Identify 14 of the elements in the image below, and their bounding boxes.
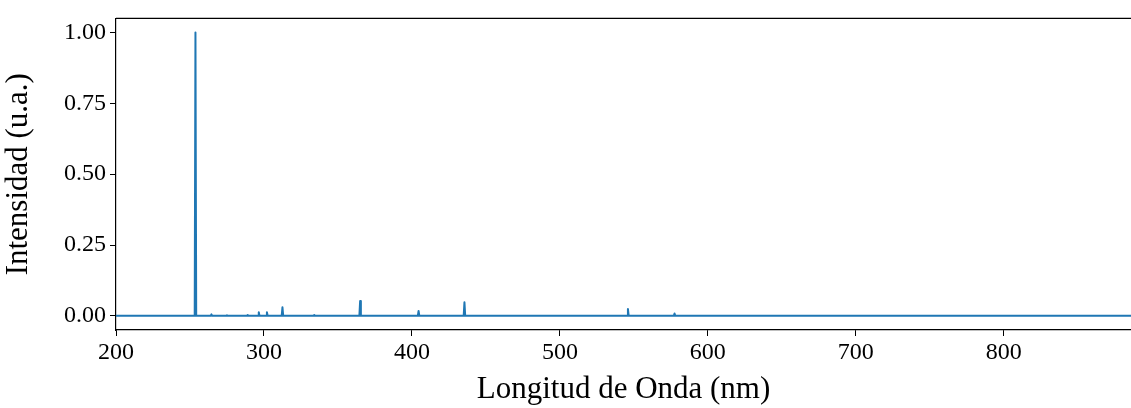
x-tick-label: 400 [393,337,430,364]
y-tick-label: 0.25 [64,230,106,257]
x-tick-label: 700 [837,337,874,364]
y-axis-title: Intensidad (u.a.) [0,73,34,276]
y-tick-label: 1.00 [64,17,106,44]
y-tick-label: 0.75 [64,88,106,115]
x-tick-label: 200 [98,337,134,364]
x-axis-title: Longitud de Onda (nm) [476,369,771,405]
y-tick-label: 0.50 [64,159,106,186]
x-tick-label: 300 [245,337,282,364]
y-tick-label: 0.00 [64,301,106,328]
x-tick-label: 600 [689,337,726,364]
x-tick-label: 800 [985,337,1022,364]
x-tick-label: 500 [541,337,578,364]
